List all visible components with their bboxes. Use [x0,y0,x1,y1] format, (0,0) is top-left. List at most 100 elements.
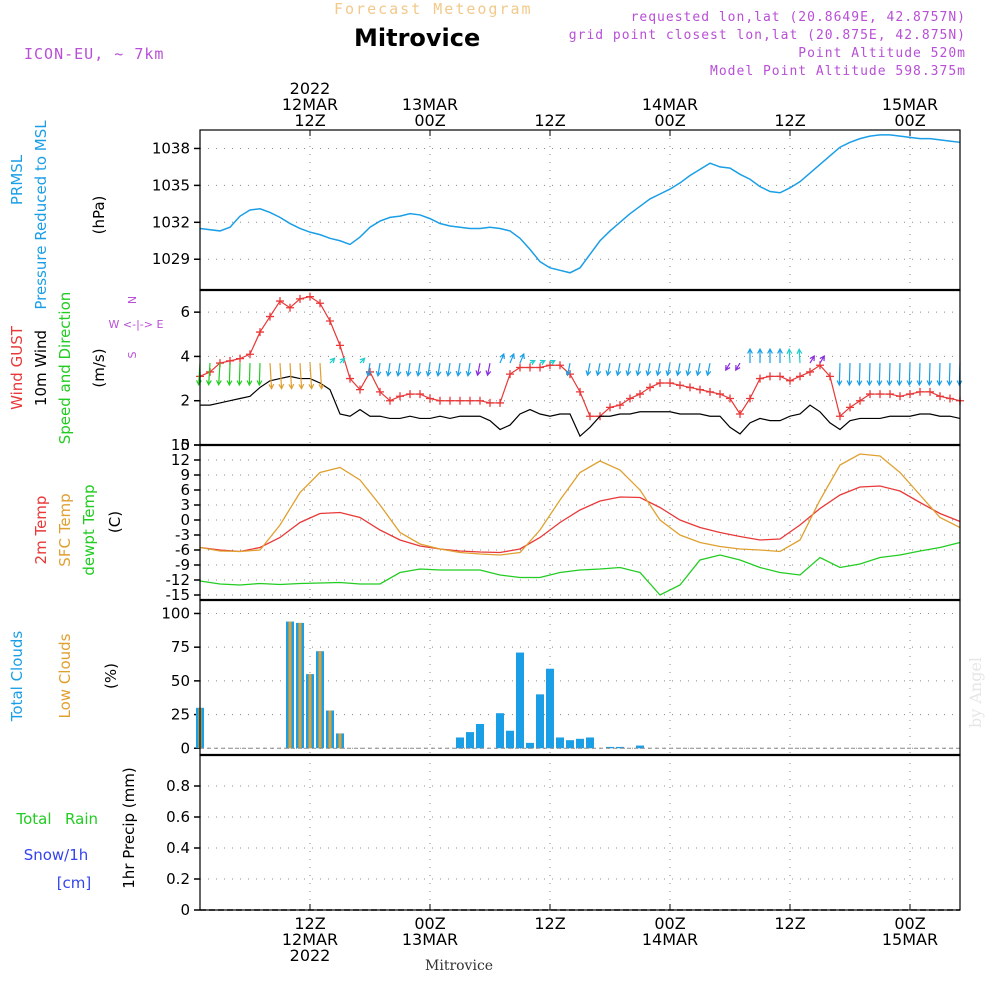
wind-arrow-head [926,380,933,387]
wind-arrow [676,362,681,376]
gust-marker [646,383,654,392]
total-cloud-bar [476,724,484,749]
gust-marker [416,390,424,399]
wind-arrow [636,362,641,376]
total-cloud-bar [566,740,574,749]
gust-marker [616,401,624,410]
wind-gust-label: Wind GUST [8,325,26,410]
wind-arrow [878,363,881,386]
wind-arrow-head [415,370,422,377]
wind-arrow [486,362,491,376]
prmsl-unit: (hPa) [90,196,108,235]
wind-arrow-head [425,370,432,377]
wind-arrow [868,363,871,386]
wind-arrow-head [615,370,622,377]
wind-arrow [646,362,651,376]
gust-marker [706,387,714,396]
gust-marker [936,392,944,401]
wind-arrow-head [339,357,346,364]
wind-arrow-head [796,348,803,355]
y-tick-label: 6 [180,303,190,321]
wind-arrow [258,363,261,386]
wind-arrow-head [278,383,285,390]
wind-arrow [898,363,901,386]
panel-frame-2 [199,444,961,601]
gust-marker [476,396,484,405]
wind-arrow-head [936,380,943,387]
precip-unit: 1hr Precip (mm) [120,767,138,888]
snow-label: Snow/1h [24,846,89,864]
wind-arrow [427,362,431,376]
total-cloud-bar [506,730,514,749]
time-label-top: 00Z [654,111,685,130]
panel-frame-1 [199,289,961,446]
snow-unit: [cm] [57,874,92,892]
gust-marker [866,390,874,399]
time-label-top: 00Z [894,111,925,130]
wind-arrow-head [819,355,825,362]
wind-arrow [397,362,401,376]
wind-arrow-head [846,380,853,387]
forecast-meteogram-title: Forecast Meteogram [334,0,533,18]
wind-arrow-head [625,370,632,377]
gust-marker [736,410,744,418]
wind-arrow-head [605,370,612,377]
wind-arrow-head [916,380,923,387]
temp-2m-line [199,485,961,554]
wind-arrow [596,362,601,376]
time-label-top: 12Z [774,111,805,130]
compass-south: S [126,351,139,358]
wind-arrow [417,362,421,376]
wind-arrow-head [509,352,515,360]
grid-point-coords: grid point closest lon,lat (20.875E, 42.… [568,28,966,43]
temp-dewpt-label: dewpt Temp [80,484,98,575]
total-label: Total [15,810,51,828]
wind-arrow [289,363,293,389]
wind-arrow-head [268,383,275,390]
wind-arrow-head [455,370,462,377]
gust-marker [926,387,934,396]
wind-arrow-head [946,380,953,387]
wind-arrow-head [856,380,863,387]
wind-arrow [616,362,621,376]
wind-arrow-head [876,380,883,387]
y-tick-label: 1029 [152,250,190,268]
total-cloud-bar [556,737,564,749]
dewpt-line [199,541,961,596]
gust-line [199,296,961,418]
low-cloud-bar [318,651,322,749]
total-cloud-bar [466,732,474,749]
wind-arrow-head [236,380,243,387]
y-tick-label: 1035 [152,176,190,194]
temp-unit: (C) [106,511,124,533]
wind-arrow-head [549,359,556,366]
footer-location: Mitrovice [425,958,494,974]
time-label-top: 00Z [414,111,445,130]
y-tick-label: 15 [171,436,190,454]
wind-arrow-head [585,370,592,377]
gust-marker [696,385,704,394]
gust-marker [916,387,924,396]
gust-marker [506,370,514,379]
y-tick-label: 2 [180,392,190,410]
wind-arrow [928,363,931,386]
wind-arrow-head [786,348,793,355]
wind-arrow-head [725,365,731,372]
wind-arrow-head [246,380,253,387]
low-cloud-bar [338,733,342,749]
wind-arrow [798,349,801,364]
wind-arrow [888,363,891,386]
gust-marker [486,398,494,407]
gust-marker [536,363,544,372]
wind-arrow [367,362,371,376]
y-tick-label: 75 [171,638,190,656]
wind-arrow [269,363,273,389]
wind-arrow-head [465,370,472,377]
y-tick-label: 100 [161,604,190,622]
wind-arrow-head [747,347,753,354]
wind-10m-label: 10m Wind [32,330,50,406]
gust-marker [316,299,324,308]
prmsl-label: PRMSL [8,154,26,205]
y-tick-label: -9 [175,556,190,574]
y-tick-label: 1032 [152,213,190,231]
